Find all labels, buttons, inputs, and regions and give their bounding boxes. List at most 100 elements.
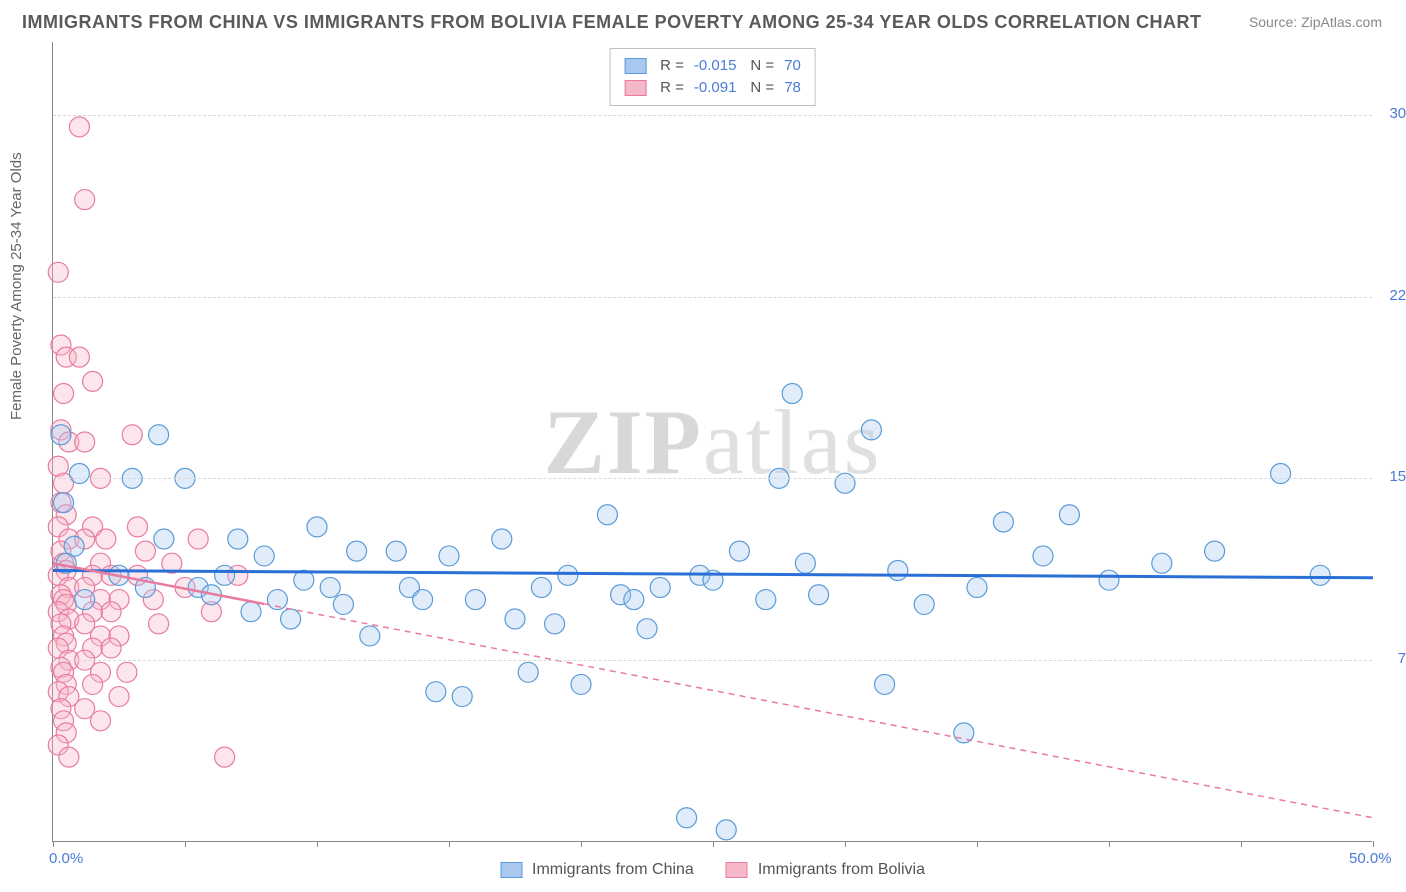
legend-label-bolivia: Immigrants from Bolivia <box>758 861 925 879</box>
x-tick-mark <box>977 841 978 847</box>
data-point <box>888 560 908 580</box>
data-point <box>54 493 74 513</box>
n-label: N = <box>750 55 774 77</box>
data-point <box>558 565 578 585</box>
data-point <box>782 384 802 404</box>
data-point <box>75 432 95 452</box>
data-point <box>624 590 644 610</box>
data-point <box>1059 505 1079 525</box>
r-label: R = <box>660 77 684 99</box>
data-point <box>729 541 749 561</box>
data-point <box>127 517 147 537</box>
data-point <box>51 425 71 445</box>
data-point <box>545 614 565 634</box>
data-point <box>531 577 551 597</box>
legend-item-china: Immigrants from China <box>500 861 694 879</box>
data-point <box>75 590 95 610</box>
data-point <box>809 585 829 605</box>
y-tick-label: 7.5% <box>1398 650 1406 667</box>
gridline <box>53 297 1372 298</box>
data-point <box>465 590 485 610</box>
data-point <box>254 546 274 566</box>
data-point <box>109 687 129 707</box>
data-point <box>347 541 367 561</box>
data-point <box>307 517 327 537</box>
data-point <box>75 190 95 210</box>
data-point <box>716 820 736 840</box>
data-point <box>241 602 261 622</box>
data-point <box>861 420 881 440</box>
data-point <box>795 553 815 573</box>
data-point <box>914 594 934 614</box>
x-tick-mark <box>53 841 54 847</box>
data-point <box>69 464 89 484</box>
plot-area: ZIPatlas R = -0.015 N = 70 R = -0.091 N … <box>52 42 1372 842</box>
gridline <box>53 660 1372 661</box>
x-tick-mark <box>1241 841 1242 847</box>
data-point <box>637 619 657 639</box>
data-point <box>48 262 68 282</box>
data-point <box>96 529 116 549</box>
data-point <box>756 590 776 610</box>
data-point <box>101 638 121 658</box>
legend-label-china: Immigrants from China <box>532 861 694 879</box>
legend-correlation: R = -0.015 N = 70 R = -0.091 N = 78 <box>609 48 816 106</box>
swatch-china <box>624 58 646 74</box>
data-point <box>386 541 406 561</box>
data-point <box>281 609 301 629</box>
r-label: R = <box>660 55 684 77</box>
legend-item-bolivia: Immigrants from Bolivia <box>726 861 925 879</box>
data-point <box>215 565 235 585</box>
data-point <box>83 674 103 694</box>
chart-container: IMMIGRANTS FROM CHINA VS IMMIGRANTS FROM… <box>0 0 1406 892</box>
data-point <box>1271 464 1291 484</box>
data-point <box>228 529 248 549</box>
data-point <box>83 371 103 391</box>
x-tick-mark <box>713 841 714 847</box>
x-tick-mark <box>845 841 846 847</box>
data-point <box>597 505 617 525</box>
x-tick-label: 50.0% <box>1349 850 1392 867</box>
legend-row-bolivia: R = -0.091 N = 78 <box>624 77 801 99</box>
data-point <box>413 590 433 610</box>
data-point <box>69 347 89 367</box>
data-point <box>1099 570 1119 590</box>
chart-svg <box>53 42 1372 841</box>
x-tick-mark <box>1373 841 1374 847</box>
n-label: N = <box>750 77 774 99</box>
legend-series: Immigrants from China Immigrants from Bo… <box>500 861 925 879</box>
data-point <box>571 674 591 694</box>
data-point <box>426 682 446 702</box>
data-point <box>875 674 895 694</box>
data-point <box>1033 546 1053 566</box>
swatch-china-bottom <box>500 862 522 878</box>
data-point <box>1310 565 1330 585</box>
data-point <box>333 594 353 614</box>
data-point <box>677 808 697 828</box>
data-point <box>91 711 111 731</box>
data-point <box>967 577 987 597</box>
data-point <box>439 546 459 566</box>
swatch-bolivia-bottom <box>726 862 748 878</box>
x-tick-mark <box>1109 841 1110 847</box>
regression-line-dashed <box>264 604 1373 818</box>
r-value-china: -0.015 <box>694 55 737 77</box>
data-point <box>835 473 855 493</box>
data-point <box>492 529 512 549</box>
data-point <box>1205 541 1225 561</box>
y-tick-label: 15.0% <box>1389 468 1406 485</box>
data-point <box>1152 553 1172 573</box>
data-point <box>135 541 155 561</box>
data-point <box>54 384 74 404</box>
data-point <box>993 512 1013 532</box>
swatch-bolivia <box>624 80 646 96</box>
data-point <box>215 747 235 767</box>
data-point <box>320 577 340 597</box>
gridline <box>53 478 1372 479</box>
data-point <box>149 614 169 634</box>
x-tick-mark <box>581 841 582 847</box>
data-point <box>188 529 208 549</box>
legend-row-china: R = -0.015 N = 70 <box>624 55 801 77</box>
gridline <box>53 115 1372 116</box>
y-tick-label: 30.0% <box>1389 105 1406 122</box>
